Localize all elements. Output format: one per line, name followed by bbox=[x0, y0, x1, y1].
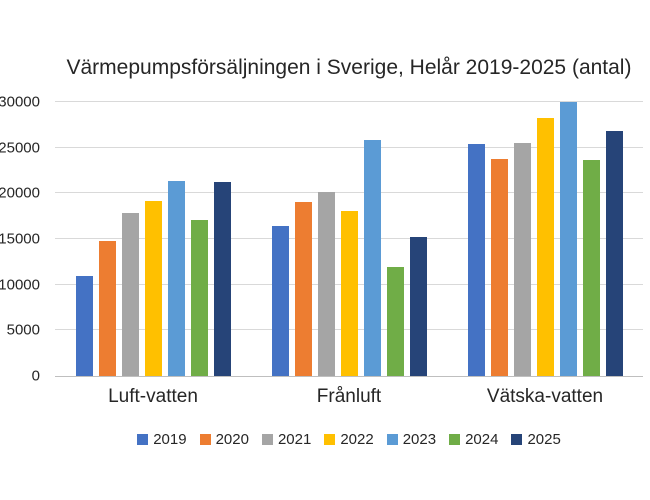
category-label-v-tska-vatten: Vätska-vatten bbox=[486, 386, 604, 407]
legend-swatch-icon bbox=[449, 434, 461, 445]
legend-item-2022: 2022 bbox=[324, 431, 374, 448]
legend-item-2023: 2023 bbox=[386, 431, 437, 448]
legend-label: 2020 bbox=[215, 431, 249, 448]
legend: 2019 2020 2021 2022 2023 2024 2025 bbox=[55, 431, 643, 448]
legend-item-2024: 2024 bbox=[449, 431, 498, 448]
gridline bbox=[55, 192, 643, 194]
legend-label: 2021 bbox=[277, 431, 312, 448]
legend-swatch-icon bbox=[324, 434, 336, 445]
y-tick-label: 20000 bbox=[0, 184, 40, 202]
bar-2025-luft-vatten bbox=[213, 182, 231, 376]
bar-2019-fr-nluft bbox=[271, 226, 289, 376]
bar-2019-luft-vatten bbox=[75, 275, 93, 376]
bar-2022-v-tska-vatten bbox=[536, 118, 554, 376]
bar-2021-luft-vatten bbox=[121, 212, 139, 376]
bar-2024-luft-vatten bbox=[190, 219, 208, 376]
legend-item-2025: 2025 bbox=[511, 431, 561, 448]
legend-item-2021: 2021 bbox=[261, 431, 312, 448]
category-label-fr-nluft: Frånluft bbox=[316, 386, 382, 407]
y-tick-label: 0 bbox=[31, 367, 40, 385]
legend-label: 2024 bbox=[465, 431, 499, 448]
bar-2021-v-tska-vatten bbox=[513, 143, 531, 376]
bar-2023-luft-vatten bbox=[167, 181, 185, 376]
legend-swatch-icon bbox=[511, 434, 523, 445]
bar-2019-v-tska-vatten bbox=[467, 144, 485, 376]
bar-2020-fr-nluft bbox=[294, 202, 312, 376]
y-tick-label: 10000 bbox=[0, 276, 40, 294]
gridline bbox=[55, 146, 643, 148]
bar-2022-fr-nluft bbox=[340, 210, 358, 376]
legend-label: 2023 bbox=[402, 431, 437, 448]
bar-2022-luft-vatten bbox=[144, 200, 162, 376]
chart-title: Värmepumpsförsäljningen i Sverige, Helår… bbox=[66, 56, 632, 79]
bar-2025-fr-nluft bbox=[409, 237, 427, 376]
legend-label: 2025 bbox=[527, 431, 561, 448]
legend-item-2020: 2020 bbox=[199, 431, 249, 448]
legend-swatch-icon bbox=[137, 434, 149, 445]
bar-2024-v-tska-vatten bbox=[582, 160, 600, 376]
gridline bbox=[55, 101, 643, 102]
y-tick-label: 15000 bbox=[0, 230, 40, 248]
y-axis: 0 5000 10000 15000 20000 25000 30000 bbox=[0, 94, 40, 385]
y-tick-label: 30000 bbox=[0, 93, 40, 111]
bar-2024-fr-nluft bbox=[386, 267, 404, 376]
bar-2021-fr-nluft bbox=[317, 192, 335, 376]
legend-swatch-icon bbox=[199, 434, 211, 445]
legend-swatch-icon bbox=[386, 434, 398, 445]
category-label-luft-vatten: Luft-vatten bbox=[108, 386, 198, 407]
bar-2025-v-tska-vatten bbox=[605, 131, 623, 376]
legend-label: 2022 bbox=[340, 431, 374, 448]
plot-area bbox=[55, 101, 643, 377]
y-tick-label: 25000 bbox=[0, 139, 40, 157]
bar-2023-fr-nluft bbox=[363, 140, 381, 376]
legend-label: 2019 bbox=[153, 431, 187, 448]
legend-swatch-icon bbox=[261, 434, 273, 445]
x-axis: Luft-vatten Frånluft Vätska-vatten bbox=[55, 386, 643, 414]
y-tick-label: 5000 bbox=[6, 321, 40, 339]
legend-item-2019: 2019 bbox=[137, 431, 187, 448]
bar-2020-v-tska-vatten bbox=[490, 158, 508, 376]
bar-2020-luft-vatten bbox=[98, 240, 116, 376]
bar-2023-v-tska-vatten bbox=[559, 102, 577, 376]
